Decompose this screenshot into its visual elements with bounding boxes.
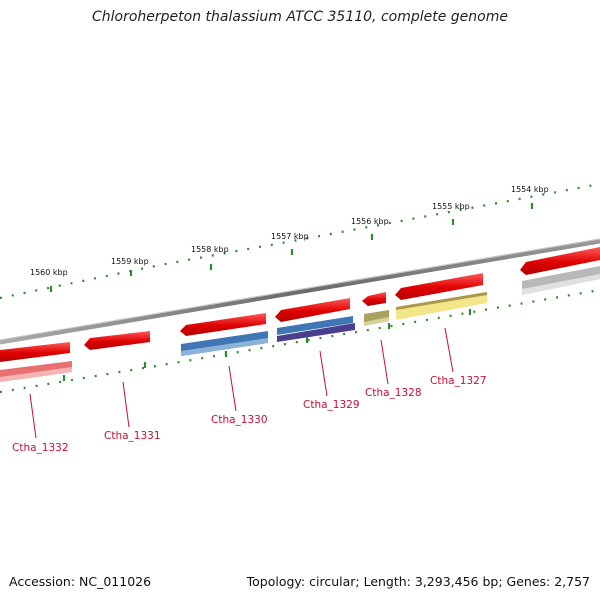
leader-line [380, 339, 389, 385]
tick-label: 1560 kbp [30, 268, 68, 277]
leader-line [29, 393, 37, 439]
lower-feature-row [0, 266, 600, 382]
accession-label: Accession: NC_011026 [9, 574, 152, 589]
genome-summary: Topology: circular; Length: 3,293,456 bp… [246, 574, 590, 589]
gene-feature-1327-lower[interactable] [396, 292, 487, 320]
tick-label: 1557 kbp [271, 232, 309, 241]
gene-label: Ctha_1330 [211, 414, 268, 426]
gene-label: Ctha_1331 [104, 430, 161, 442]
leader-line [122, 381, 130, 428]
gene-feature-1330-upper[interactable] [180, 313, 266, 336]
gene-feature-1331[interactable] [84, 331, 150, 350]
label-leaders [29, 327, 454, 439]
gene-label: Ctha_1327 [430, 375, 487, 387]
gene-feature-1328-upper[interactable] [362, 292, 386, 306]
major-ticks [49, 203, 534, 292]
leader-line [444, 327, 454, 373]
gene-label: Ctha_1328 [365, 387, 422, 399]
tick-label: 1559 kbp [111, 257, 149, 266]
tick-label: 1558 kbp [191, 245, 229, 254]
leader-line [319, 350, 328, 397]
gene-feature-next-upper[interactable] [520, 247, 600, 275]
tick-label: 1556 kbp [351, 217, 389, 226]
tick-track-dotted [0, 182, 600, 300]
map-title: Chloroherpeton thalassium ATCC 35110, co… [92, 9, 508, 25]
tick-label: 1554 kbp [511, 185, 549, 194]
leader-line [228, 365, 237, 412]
tick-label: 1555 kbp [432, 202, 470, 211]
gene-feature-1329-lower-a[interactable] [277, 316, 353, 335]
gene-label: Ctha_1332 [12, 442, 69, 454]
gene-feature-1332-upper[interactable] [0, 342, 70, 362]
gene-feature-1327-upper[interactable] [395, 273, 483, 300]
gene-feature-1329-upper[interactable] [275, 298, 350, 322]
upper-feature-row [0, 247, 600, 362]
gene-feature-1329-lower-b[interactable] [277, 323, 355, 342]
gene-label: Ctha_1329 [303, 399, 360, 411]
minor-ticks-lower [62, 309, 472, 381]
genome-backbone [0, 238, 600, 345]
